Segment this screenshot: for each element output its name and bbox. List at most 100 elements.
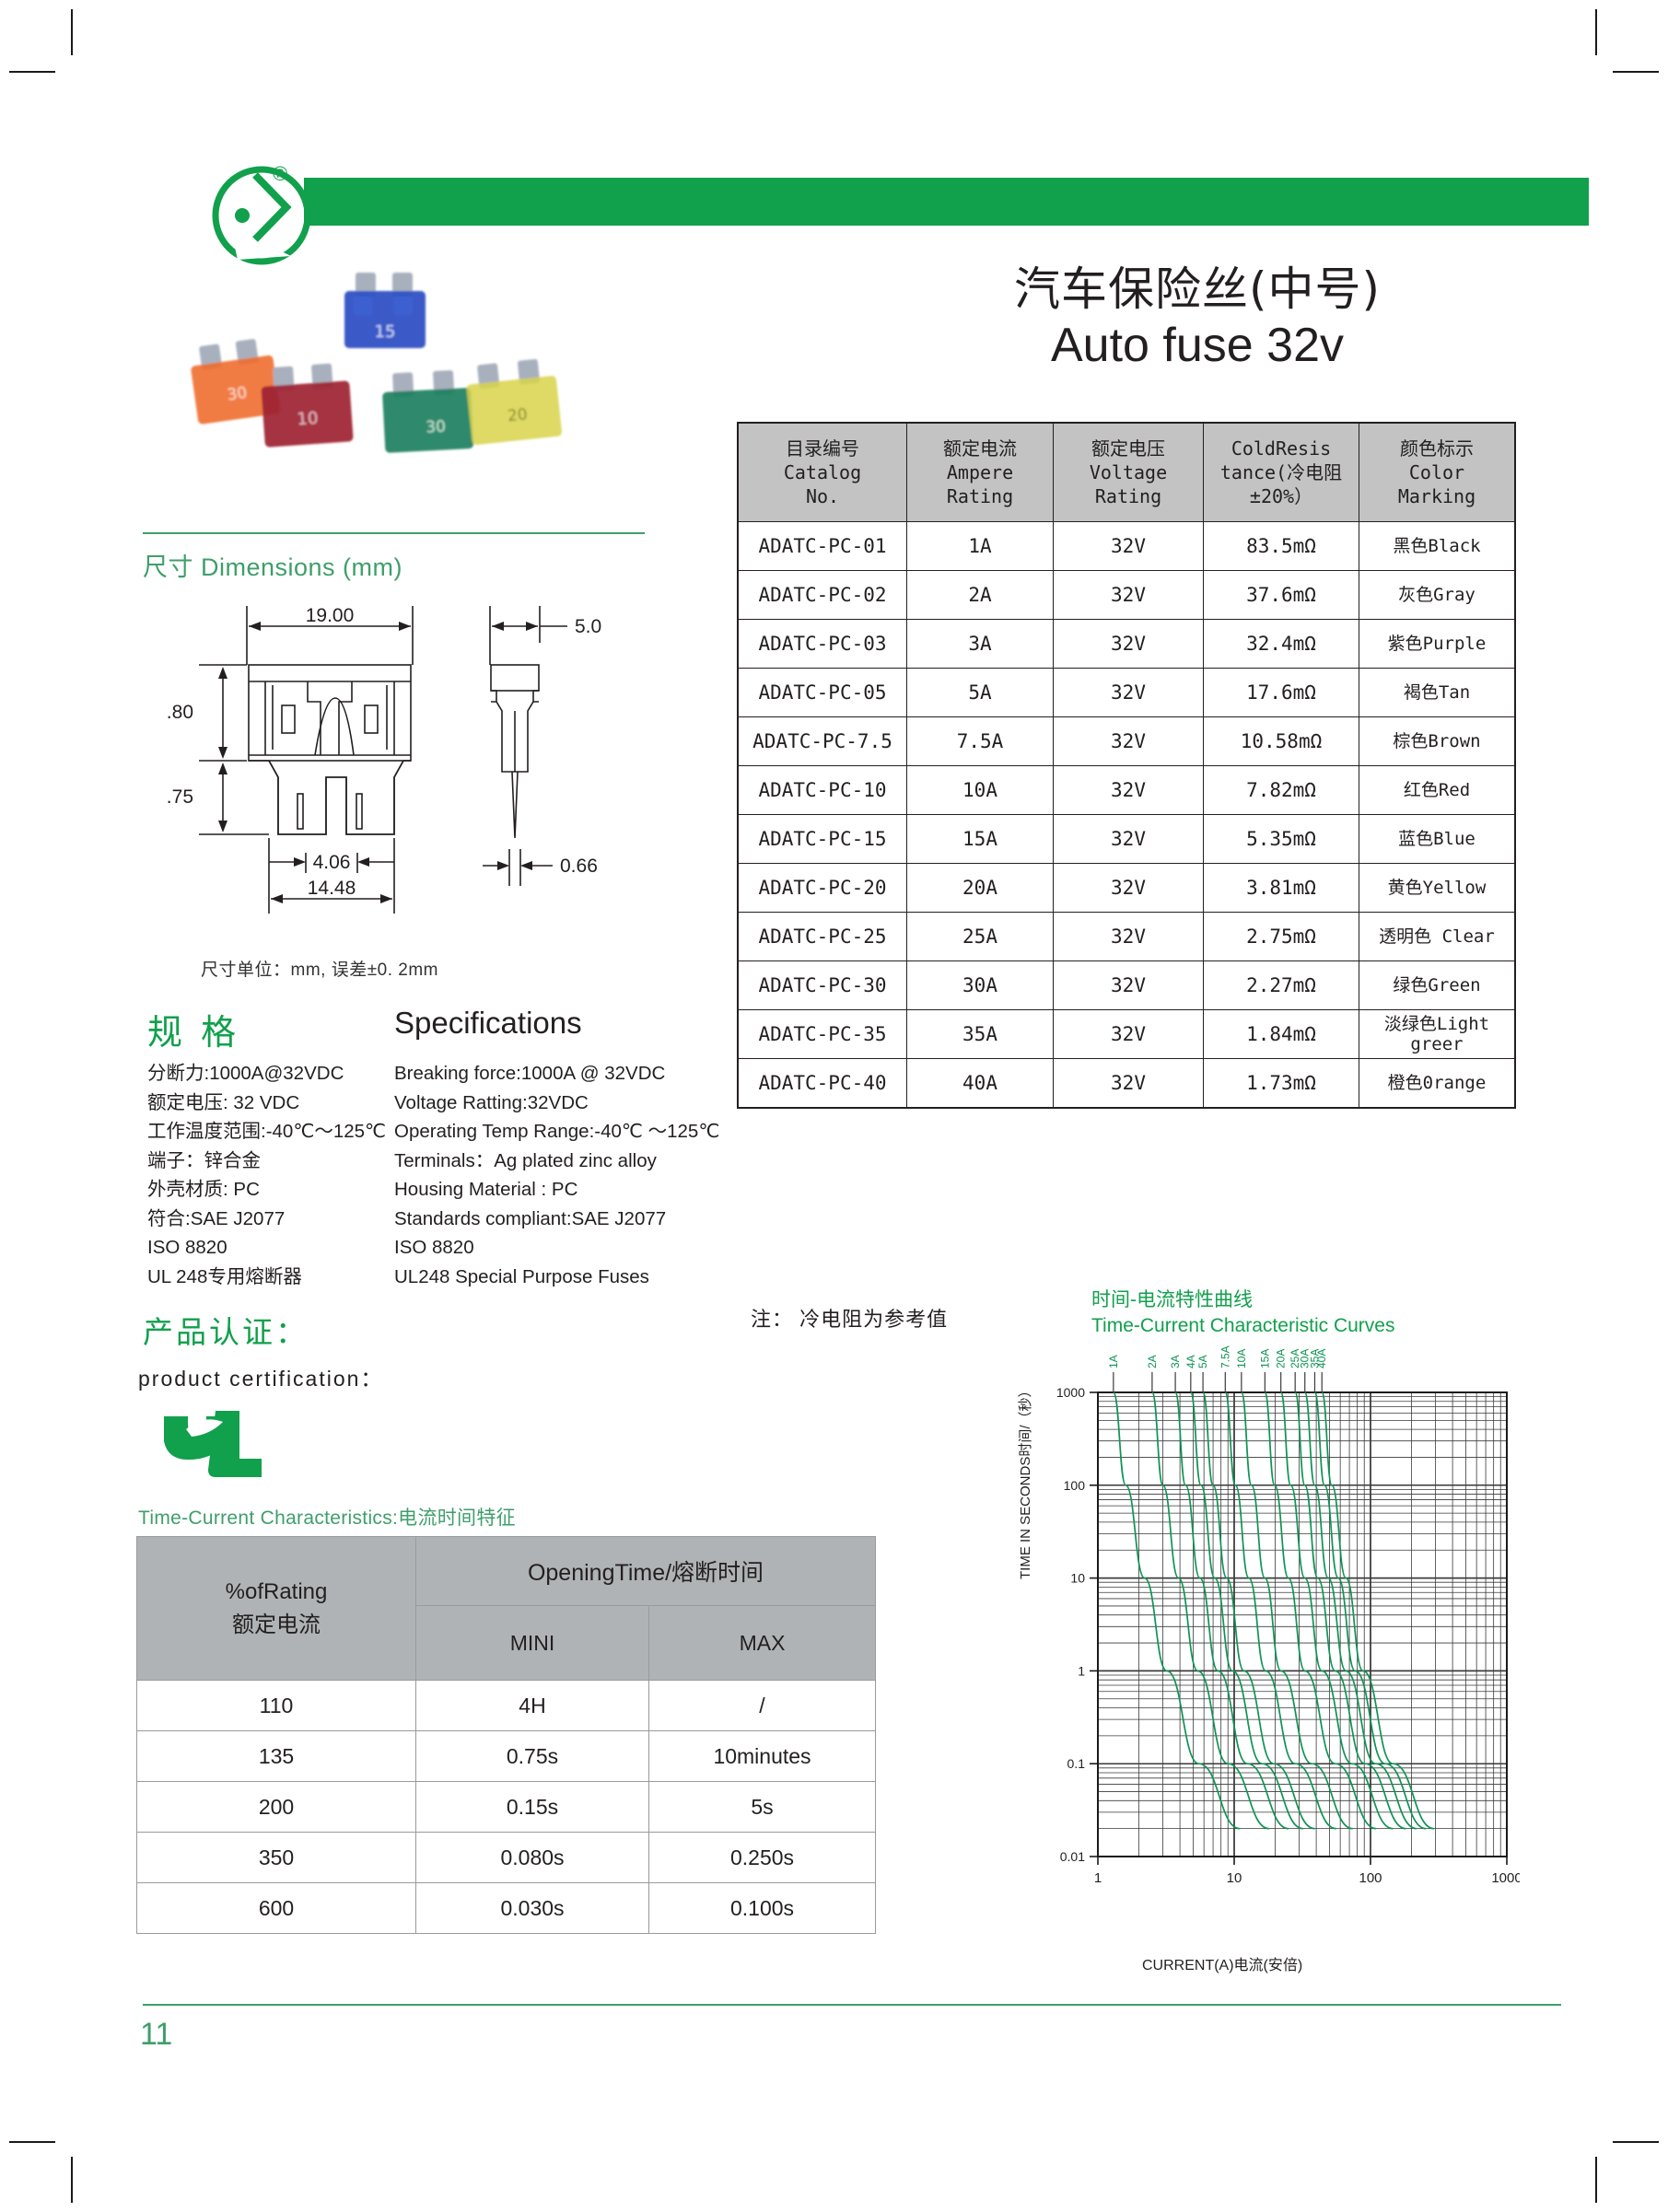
page-title-english: Auto fuse 32v — [1051, 319, 1344, 372]
cell-catalog-no: ADATC-PC-05 — [737, 668, 907, 717]
table-row: 350 0.080s 0.250s — [136, 1832, 876, 1883]
specifications-heading-english: Specifications — [394, 1006, 582, 1040]
svg-text:30: 30 — [426, 417, 447, 437]
table-row: ADATC-PC-40 40A 32V 1.73mΩ 橙色0range — [737, 1058, 1516, 1109]
cell-cold-resistance: 1.73mΩ — [1203, 1058, 1359, 1109]
crop-mark-top-right-h — [1613, 71, 1659, 73]
cell-opening-time-mini: 0.75s — [415, 1730, 649, 1782]
svg-text:30: 30 — [226, 384, 248, 405]
cell-voltage-rating: 32V — [1053, 668, 1204, 717]
svg-text:20A: 20A — [1275, 1349, 1288, 1368]
svg-text:1000: 1000 — [1056, 1385, 1085, 1400]
cell-cold-resistance: 10.58mΩ — [1203, 716, 1359, 766]
dim-label-body-height: 11.80 — [166, 702, 193, 723]
crop-mark-bottom-left-v — [71, 2157, 73, 2203]
cell-percent-of-rating: 110 — [136, 1680, 416, 1731]
cell-catalog-no: ADATC-PC-20 — [737, 863, 907, 913]
svg-text:1: 1 — [1078, 1663, 1085, 1678]
cell-opening-time-mini: 0.15s — [415, 1781, 649, 1833]
cell-catalog-no: ADATC-PC-30 — [737, 960, 907, 1010]
cell-ampere-rating: 7.5A — [906, 716, 1054, 766]
svg-text:5A: 5A — [1196, 1355, 1209, 1368]
svg-text:1: 1 — [1094, 1870, 1102, 1886]
cell-voltage-rating: 32V — [1053, 863, 1204, 913]
page-title-chinese: 汽车保险丝(中号) — [1013, 262, 1381, 316]
time-current-table: %ofRating 额定电流 OpeningTime/熔断时间 MINI MAX… — [136, 1536, 876, 1934]
cell-cold-resistance: 1.84mΩ — [1203, 1009, 1359, 1059]
table-row: ADATC-PC-25 25A 32V 2.75mΩ 透明色 Clear — [737, 912, 1516, 961]
spec-item: 额定电压: 32 VDC — [147, 1091, 300, 1113]
spec-item: ISO 8820 — [394, 1237, 474, 1258]
table-row: ADATC-PC-20 20A 32V 3.81mΩ 黄色Yellow — [737, 863, 1516, 913]
cell-percent-of-rating: 600 — [136, 1882, 416, 1934]
specifications-list-chinese: 分断力:1000A@32VDC 额定电压: 32 VDC 工作温度范围:-40℃… — [147, 1059, 396, 1291]
cell-ampere-rating: 25A — [906, 912, 1054, 961]
table-row: 600 0.030s 0.100s — [136, 1882, 876, 1934]
cell-catalog-no: ADATC-PC-03 — [737, 619, 907, 669]
dim-label-blade-thickness: 0.66 — [560, 856, 598, 877]
cell-color-marking: 灰色Gray — [1359, 570, 1516, 620]
spec-item: 分断力:1000A@32VDC — [147, 1063, 344, 1084]
cell-catalog-no: ADATC-PC-35 — [737, 1009, 907, 1059]
dimensions-drawing: 19.00 11.80 6.75 4.06 14.48 5.0 0.66 — [166, 605, 601, 914]
cell-ampere-rating: 10A — [906, 765, 1054, 815]
cell-voltage-rating: 32V — [1053, 912, 1204, 961]
catalog-table-note: 注： 冷电阻为参考值 — [751, 1308, 949, 1331]
cell-voltage-rating: 32V — [1053, 521, 1204, 571]
cell-voltage-rating: 32V — [1053, 716, 1204, 766]
table-row: ADATC-PC-15 15A 32V 5.35mΩ 蓝色Blue — [737, 814, 1516, 864]
footer-divider — [143, 2004, 1561, 2006]
svg-text:25A: 25A — [1289, 1349, 1301, 1368]
table-row: ADATC-PC-35 35A 32V 1.84mΩ 淡绿色Light greer — [737, 1009, 1516, 1059]
cell-cold-resistance: 7.82mΩ — [1203, 765, 1359, 815]
cell-ampere-rating: 1A — [906, 521, 1054, 571]
cell-color-marking: 绿色Green — [1359, 960, 1516, 1010]
cell-voltage-rating: 32V — [1053, 765, 1204, 815]
table-header-row: 目录编号 Catalog No. 额定电流 Ampere Rating 额定电压… — [737, 422, 1516, 522]
spec-item: 符合:SAE J2077 — [147, 1207, 286, 1229]
col-header-color-marking: 颜色标示 Color Marking — [1359, 422, 1516, 522]
specifications-list-english: Breaking force:1000A @ 32VDC Voltage Rat… — [394, 1059, 726, 1291]
cell-ampere-rating: 20A — [906, 863, 1054, 913]
cell-voltage-rating: 32V — [1053, 570, 1204, 620]
cell-cold-resistance: 2.75mΩ — [1203, 912, 1359, 961]
crop-mark-top-left-v — [71, 9, 73, 55]
svg-text:15: 15 — [375, 322, 396, 342]
cell-cold-resistance: 5.35mΩ — [1203, 814, 1359, 864]
chart-title-chinese: 时间-电流特性曲线 — [1091, 1289, 1253, 1310]
cell-color-marking: 蓝色Blue — [1359, 814, 1516, 864]
registered-trademark-icon: ® — [273, 162, 288, 185]
cell-catalog-no: ADATC-PC-01 — [737, 521, 907, 571]
spec-item: 外壳材质: PC — [147, 1179, 260, 1200]
cell-cold-resistance: 2.27mΩ — [1203, 960, 1359, 1010]
page-title: 汽车保险丝(中号) Auto fuse 32v — [903, 262, 1492, 374]
chart-plot-area: 0.01 0.1 1 10 100 1000 1 10 100 1000 1A 2A 3A 4A 5A 7.5… — [1056, 1345, 1522, 1886]
col-header-catalog-no: 目录编号 Catalog No. — [737, 422, 907, 522]
dim-label-thickness: 5.0 — [575, 616, 601, 637]
col-header-voltage-rating: 额定电压 Voltage Rating — [1053, 422, 1204, 522]
cell-opening-time-max: 0.250s — [648, 1832, 876, 1883]
tc-group-header-opening-time: OpeningTime/熔断时间 — [415, 1536, 876, 1606]
spec-item: UL 248专用熔断器 — [147, 1265, 302, 1287]
cell-catalog-no: ADATC-PC-25 — [737, 912, 907, 961]
cell-color-marking: 紫色Purple — [1359, 619, 1516, 669]
dimensions-heading: 尺寸 Dimensions (mm) — [143, 553, 403, 581]
svg-text:4A: 4A — [1184, 1355, 1197, 1368]
svg-text:100: 100 — [1359, 1870, 1382, 1886]
table-row: ADATC-PC-30 30A 32V 2.27mΩ 绿色Green — [737, 960, 1516, 1010]
cell-color-marking: 淡绿色Light greer — [1359, 1009, 1516, 1059]
spec-item: Housing Material : PC — [394, 1179, 578, 1200]
dim-label-bottom-width: 14.48 — [308, 878, 356, 899]
col-header-cold-resistance: ColdResis tance(冷电阻 ±20%） — [1203, 422, 1359, 522]
svg-text:7.5A: 7.5A — [1219, 1345, 1231, 1368]
crop-mark-top-right-v — [1595, 9, 1597, 55]
svg-text:1000: 1000 — [1491, 1870, 1520, 1886]
cell-cold-resistance: 37.6mΩ — [1203, 570, 1359, 620]
catalog-table: 目录编号 Catalog No. 额定电流 Ampere Rating 额定电压… — [737, 422, 1516, 1109]
chart-subtitle-english: Time-Current Characteristic Curves — [1091, 1315, 1395, 1336]
svg-text:10: 10 — [1070, 1571, 1085, 1586]
crop-mark-bottom-left-h — [9, 2141, 55, 2143]
chart-x-axis-label: CURRENT(A)电流(安倍) — [1142, 1958, 1303, 1973]
spec-item: Operating Temp Range:-40℃ ～125℃ — [394, 1121, 720, 1142]
cell-percent-of-rating: 135 — [136, 1730, 416, 1782]
